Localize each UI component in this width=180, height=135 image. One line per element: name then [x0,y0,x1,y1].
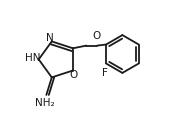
Text: O: O [92,31,101,41]
Text: O: O [70,70,78,80]
Text: N: N [46,33,54,43]
Text: HN: HN [25,53,41,63]
Text: NH₂: NH₂ [35,98,55,108]
Text: F: F [102,68,108,77]
